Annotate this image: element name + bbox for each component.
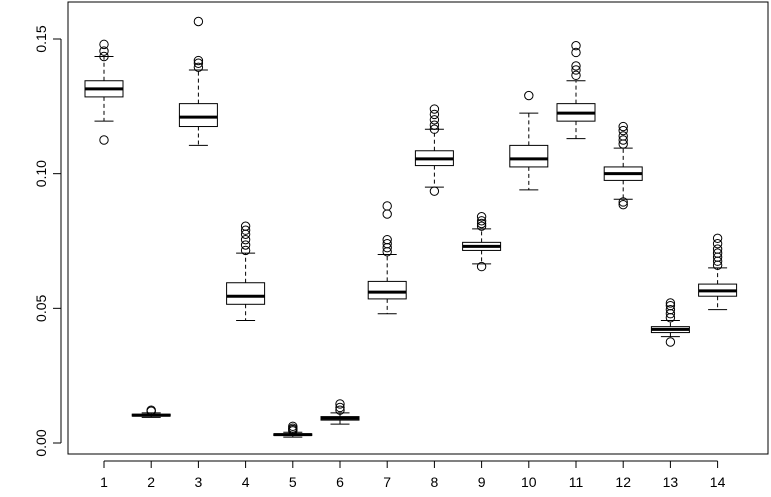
outlier-point	[193, 16, 204, 27]
box-2	[131, 405, 171, 418]
x-tick-label: 11	[569, 474, 584, 490]
outlier-point	[382, 201, 392, 211]
outlier-point	[618, 135, 628, 145]
x-tick-label: 1	[100, 474, 108, 490]
x-tick-label: 12	[615, 474, 631, 490]
x-tick-label: 5	[289, 474, 297, 490]
box-10	[509, 90, 549, 191]
outlier-point	[335, 405, 345, 415]
outlier-point	[571, 41, 581, 51]
outlier-point	[240, 234, 251, 245]
x-tick-label: 8	[431, 474, 439, 490]
y-tick-label: 0.05	[33, 294, 49, 321]
outlier-point	[99, 46, 109, 56]
outlier-point	[712, 233, 723, 244]
iqr-box	[226, 282, 266, 305]
outlier-point	[571, 47, 581, 58]
box-series	[84, 16, 738, 438]
outlier-point	[99, 39, 109, 50]
outlier-point	[618, 199, 628, 210]
box-8	[414, 104, 454, 196]
outlier-point	[712, 248, 723, 258]
outlier-point	[335, 402, 345, 413]
outlier-point	[476, 221, 487, 231]
x-tick-label: 9	[478, 474, 486, 490]
outlier-point	[665, 337, 676, 347]
x-tick-label: 2	[147, 474, 155, 490]
outlier-point	[618, 197, 628, 207]
outlier-point	[146, 405, 156, 415]
outlier-point	[429, 124, 440, 134]
outlier-point	[476, 218, 487, 229]
outlier-point	[240, 221, 251, 231]
outlier-point	[240, 240, 251, 250]
box-12	[603, 121, 643, 210]
outlier-point	[429, 104, 440, 114]
outlier-point	[618, 125, 628, 136]
outlier-point	[618, 131, 628, 141]
x-tick-label: 6	[336, 474, 344, 490]
outlier-point	[571, 70, 581, 81]
iqr-box	[178, 103, 218, 128]
box-11	[556, 41, 596, 140]
outlier-point	[240, 245, 251, 256]
outlier-point	[712, 244, 723, 254]
box-4	[226, 221, 266, 321]
outlier-point	[99, 51, 109, 62]
outlier-point	[193, 62, 204, 72]
outlier-point	[99, 135, 109, 145]
box-6	[320, 399, 360, 425]
outlier-point	[476, 261, 487, 272]
x-tick-label: 3	[195, 474, 203, 490]
outlier-point	[571, 61, 581, 71]
box-9	[462, 212, 502, 272]
outlier-point	[429, 109, 440, 120]
outlier-point	[665, 298, 676, 308]
iqr-box	[509, 144, 549, 168]
outlier-point	[618, 121, 628, 132]
outlier-point	[429, 115, 440, 125]
x-tick-label: 13	[663, 474, 679, 490]
outlier-point	[524, 90, 534, 101]
outlier-point	[240, 225, 251, 235]
box-5	[273, 421, 313, 438]
x-axis: 1 2 3 4 5 6 7 8 9 10 11 12 13 14	[100, 460, 726, 490]
outlier-point	[712, 238, 723, 249]
outlier-point	[193, 58, 204, 68]
outlier-point	[665, 304, 676, 315]
y-axis: 0.00 0.05 0.10 0.15	[33, 25, 62, 457]
y-tick-label: 0.00	[33, 429, 49, 456]
box-7	[367, 201, 407, 315]
outlier-point	[382, 234, 392, 245]
outlier-point	[193, 55, 204, 66]
outlier-point	[476, 212, 487, 222]
x-tick-label: 10	[521, 474, 537, 490]
outlier-point	[335, 399, 345, 409]
y-tick-label: 0.15	[33, 25, 49, 52]
outlier-point	[429, 186, 440, 196]
outlier-point	[382, 238, 392, 249]
x-tick-label: 7	[383, 474, 391, 490]
outlier-point	[382, 209, 392, 219]
box-14	[698, 233, 738, 311]
outlier-point	[429, 120, 440, 130]
box-13	[650, 298, 690, 347]
plot-area-frame	[67, 1, 769, 455]
y-tick-label: 0.10	[33, 160, 49, 187]
outlier-point	[476, 216, 487, 226]
outlier-point	[288, 421, 298, 432]
x-tick-label: 14	[710, 474, 726, 490]
iqr-box	[367, 280, 407, 300]
box-3	[178, 16, 218, 146]
outlier-point	[571, 65, 581, 75]
x-tick-label: 4	[242, 474, 250, 490]
outlier-point	[665, 300, 676, 311]
box-1	[84, 39, 124, 145]
